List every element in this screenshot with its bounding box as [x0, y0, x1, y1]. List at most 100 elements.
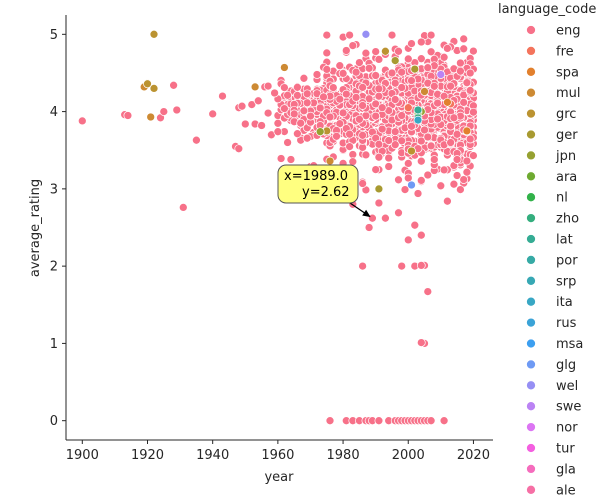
- scatter-point-grc: [149, 29, 159, 39]
- scatter-point-jpn: [315, 127, 325, 137]
- scatter-point-eng: [358, 179, 367, 188]
- scatter-point-eng: [358, 83, 367, 92]
- scatter-point-eng: [361, 150, 371, 160]
- scatter-point-fre: [403, 103, 413, 113]
- scatter-point-eng: [276, 154, 286, 163]
- legend-marker-msa: [526, 338, 536, 349]
- scatter-point-eng: [315, 103, 325, 113]
- legend-title: language_code: [498, 2, 596, 17]
- legend-label-nl: nl: [556, 191, 568, 206]
- scatter-point-eng: [377, 103, 387, 113]
- scatter-point-eng: [439, 416, 449, 426]
- legend-label-grc: grc: [556, 107, 576, 122]
- scatter-point-eng: [456, 66, 465, 76]
- scatter-point-eng: [338, 108, 348, 118]
- x-tick-label: 1940: [196, 448, 229, 463]
- scatter-point-eng: [407, 76, 416, 85]
- scatter-point-eng: [394, 46, 403, 56]
- legend-label-zho: zho: [556, 212, 579, 227]
- legend-label-swe: swe: [556, 400, 581, 415]
- scatter-point-eng: [374, 91, 384, 101]
- legend-marker-glg: [526, 359, 536, 370]
- scatter-point-eng: [456, 58, 465, 68]
- scatter-point-eng: [394, 208, 403, 218]
- scatter-point-eng: [325, 112, 335, 122]
- scatter-point-eng: [364, 94, 374, 104]
- legend-marker-jpn: [526, 150, 536, 161]
- scatter-point-eng: [253, 96, 263, 106]
- scatter-point-eng: [364, 63, 374, 73]
- legend-marker-ara: [526, 171, 536, 182]
- scatter-point-eng: [322, 48, 332, 58]
- scatter-point-eng: [371, 165, 381, 174]
- legend-marker-mul: [526, 87, 536, 98]
- scatter-point-eng: [345, 129, 354, 139]
- scatter-point-eng: [273, 127, 283, 137]
- legend-label-ita: ita: [556, 295, 573, 310]
- scatter-point-eng: [364, 223, 374, 232]
- scatter-point-eng: [407, 39, 416, 48]
- scatter-point-eng: [390, 95, 400, 104]
- legend-label-jpn: jpn: [555, 149, 576, 164]
- scatter-point-grc: [143, 79, 152, 89]
- scatter-point-eng: [390, 127, 400, 137]
- legend-marker-spa: [526, 66, 536, 77]
- scatter-point-eng: [172, 105, 182, 115]
- y-tick-label: 0: [50, 414, 58, 429]
- legend-marker-lat: [526, 234, 536, 244]
- scatter-point-eng: [429, 155, 439, 164]
- scatter-point-eng: [403, 54, 413, 64]
- scatter-point-eng: [325, 416, 335, 426]
- legend-label-msa: msa: [556, 337, 583, 352]
- scatter-point-eng: [433, 114, 442, 124]
- legend-marker-ger: [526, 129, 536, 140]
- scatter-point-eng: [390, 78, 400, 88]
- scatter-point-eng: [423, 287, 433, 296]
- scatter-point-eng: [452, 129, 462, 139]
- x-axis-label: year: [264, 470, 294, 485]
- scatter-point-eng: [400, 185, 410, 194]
- scatter-point-eng: [446, 138, 455, 147]
- scatter-point-eng: [469, 46, 478, 56]
- legend-marker-nl: [526, 192, 536, 203]
- scatter-point-eng: [416, 136, 426, 146]
- x-tick-label: 1920: [131, 448, 164, 463]
- legend-marker-ita: [526, 296, 536, 307]
- scatter-point-eng: [469, 151, 478, 160]
- scatter-point-eng: [462, 156, 472, 166]
- scatter-point-eng: [358, 261, 367, 271]
- legend-label-glg: glg: [556, 358, 576, 373]
- x-tick-label: 1900: [66, 448, 99, 463]
- y-ticks: 0 1 2 3 4 5: [50, 28, 66, 429]
- scatter-point-eng: [384, 153, 394, 163]
- scatter-point-eng: [436, 181, 446, 191]
- legend-marker-rus: [526, 317, 536, 328]
- scatter-point-eng: [416, 54, 426, 64]
- scatter-point-eng: [426, 30, 436, 40]
- scatter-point-eng: [381, 213, 390, 223]
- legend-marker-srp: [526, 275, 536, 286]
- scatter-point-eng: [413, 189, 423, 198]
- scatter-point-grc: [381, 46, 390, 56]
- scatter-point-eng: [462, 167, 472, 177]
- scatter-point-eng: [429, 81, 439, 91]
- scatter-point-eng: [387, 68, 397, 78]
- scatter-point-eng: [416, 338, 426, 347]
- scatter-point-eng: [332, 131, 341, 141]
- scatter-point-eng: [443, 196, 452, 206]
- scatter-point-eng: [462, 78, 472, 88]
- legend-marker-ale: [526, 484, 536, 495]
- scatter-point-glg: [407, 180, 416, 190]
- scatter-point-eng: [459, 44, 469, 54]
- scatter-point-eng: [345, 30, 354, 40]
- scatter-point-eng: [433, 98, 442, 108]
- scatter-point-eng: [459, 98, 469, 107]
- scatter-point-ger: [374, 184, 384, 194]
- scatter-point-eng: [374, 139, 384, 149]
- scatter-point-eng: [335, 94, 345, 104]
- scatter-point-eng: [358, 130, 367, 140]
- scatter-point-eng: [374, 152, 384, 162]
- scatter-point-eng: [348, 41, 358, 50]
- annotation-box: [277, 164, 359, 204]
- legend-label-lat: lat: [556, 233, 573, 248]
